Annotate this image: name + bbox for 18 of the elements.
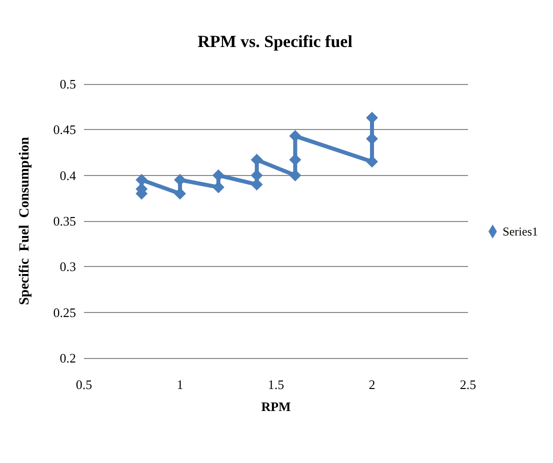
x-tick-label: 0.5 <box>76 377 92 392</box>
y-tick-label: 0.35 <box>53 214 76 228</box>
legend-label: Series1 <box>502 224 538 238</box>
chart-title: RPM vs. Specific fuel <box>198 32 353 51</box>
point <box>136 174 148 186</box>
y-tick-label: 0.3 <box>60 259 76 274</box>
x-tick-label: 1.5 <box>268 377 284 392</box>
x-axis-title: RPM <box>261 399 291 414</box>
y-tick-label: 0.2 <box>60 350 76 366</box>
y-tick-label: 0.25 <box>53 304 76 320</box>
y-tick-label: 0.45 <box>53 122 76 138</box>
x-tick-label: 2.5 <box>460 377 476 392</box>
y-tick-label: 0.5 <box>60 76 76 92</box>
x-tick-label: 2 <box>368 377 376 392</box>
y-tick-label: 0.4 <box>60 168 76 183</box>
x-tick-label: 1 <box>176 377 184 392</box>
point <box>212 169 224 182</box>
y-axis-title: Specific Fuel Consumption <box>18 136 32 306</box>
